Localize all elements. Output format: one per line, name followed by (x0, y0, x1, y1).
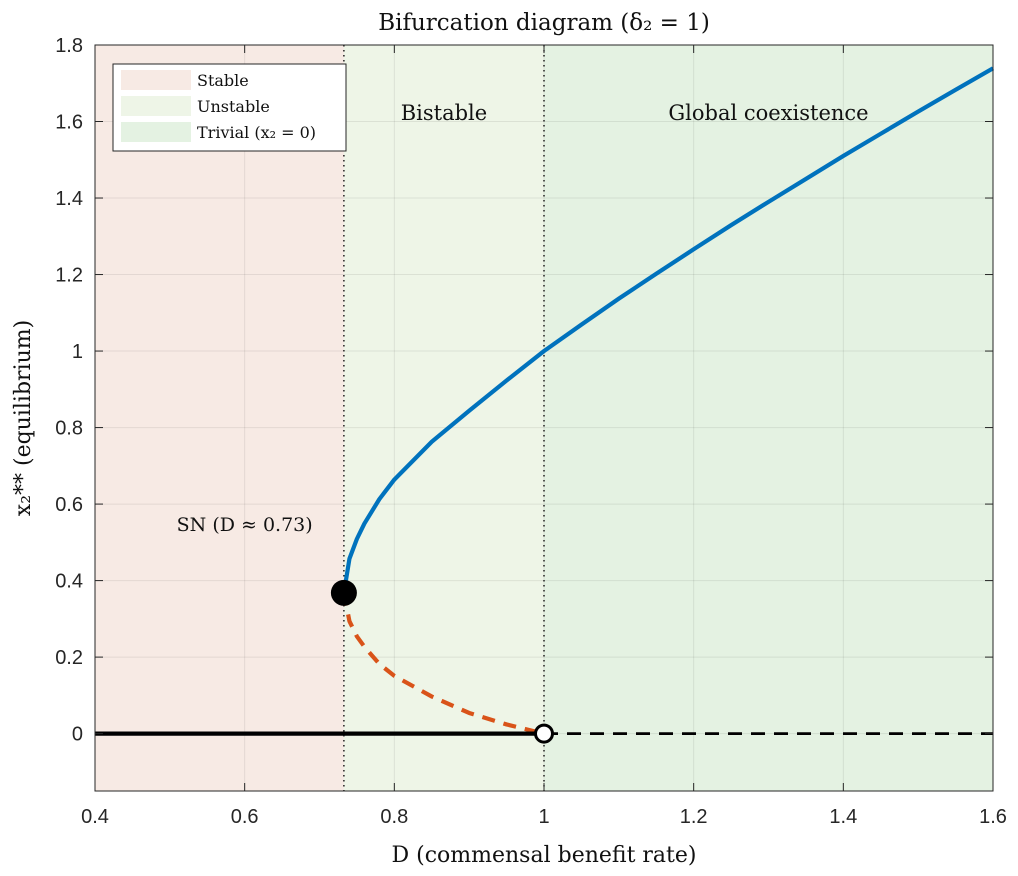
y-tick-label-7: 1.4 (55, 188, 83, 210)
x-tick-label-0: 0.4 (81, 806, 109, 828)
y-tick-label-5: 1 (72, 341, 83, 363)
y-tick-label-8: 1.6 (55, 112, 83, 134)
grid (94, 44, 994, 791)
legend-swatch-2 (121, 122, 191, 142)
region-0 (95, 45, 344, 791)
region-2 (544, 45, 993, 791)
y-axis-label: x₂** (equilibrium) (11, 320, 36, 516)
x-tick-label-2: 0.8 (380, 806, 408, 828)
annotation-0: SN (D ≈ 0.73) (177, 514, 313, 536)
legend-label-1: Unstable (197, 97, 270, 116)
region-1 (343, 45, 544, 791)
y-tick-label-1: 0.2 (55, 647, 83, 669)
x-tick-label-1: 0.6 (231, 806, 259, 828)
y-tick-label-0: 0 (72, 724, 83, 746)
y-tick-label-3: 0.6 (55, 494, 83, 516)
region-label-2: Global coexistence (668, 101, 868, 125)
x-tick-label-6: 1.6 (979, 806, 1007, 828)
series-0 (341, 66, 995, 594)
x-axis-label: D (commensal benefit rate) (391, 843, 696, 868)
legend-swatch-1 (121, 96, 191, 116)
x-tick-label-3: 1 (538, 806, 549, 828)
axis-ticks: 0.4 0.6 0.8 1 1.2 1.4 1.6 0 0.2 0.4 0.6 0.8 1 1.2 1.4 1… (55, 35, 1007, 828)
chart-title: Bifurcation diagram (δ₂ = 1) (378, 10, 710, 36)
series-1 (341, 592, 545, 736)
legend: Stable Unstable Trivial (x₂ = 0) (112, 63, 347, 152)
y-tick-label-9: 1.8 (55, 35, 83, 57)
text-labels: Bifurcation diagram (δ₂ = 1) D (commensal… (11, 10, 869, 868)
background-regions (95, 45, 993, 791)
x-tick-label-4: 1.2 (680, 806, 708, 828)
series-lines (95, 66, 995, 736)
legend-label-0: Stable (197, 71, 249, 90)
region-label-1: Bistable (401, 101, 487, 125)
y-tick-label-4: 0.8 (55, 418, 83, 440)
y-tick-label-2: 0.4 (55, 571, 83, 593)
bifurcation-points (330, 579, 554, 744)
y-tick-label-6: 1.2 (55, 265, 83, 287)
legend-label-2: Trivial (x₂ = 0) (197, 123, 316, 142)
transcritical-point (534, 723, 554, 744)
legend-swatch-0 (121, 70, 191, 90)
saddle-node-point (330, 579, 357, 606)
x-tick-label-5: 1.4 (829, 806, 857, 828)
